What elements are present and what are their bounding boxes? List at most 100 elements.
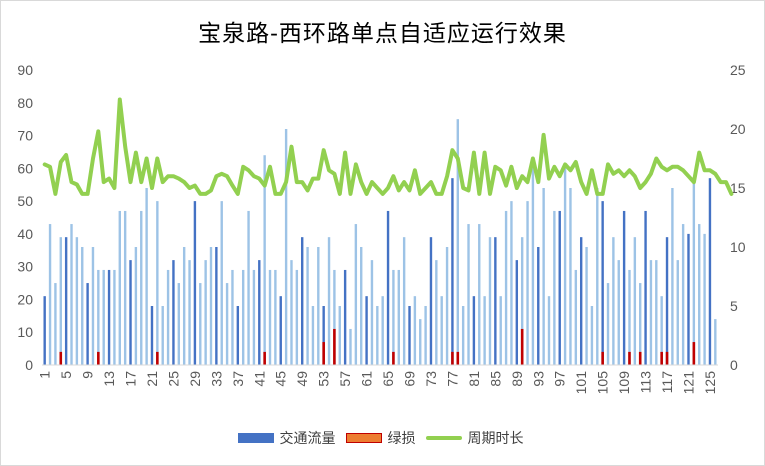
- x-axis-tick-label: 41: [251, 371, 267, 387]
- legend-label-green-loss: 绿损: [387, 431, 416, 447]
- green-loss-bar: [322, 342, 325, 365]
- flow-bar: [343, 269, 347, 365]
- flow-bar: [639, 283, 642, 365]
- flow-bar: [537, 247, 540, 365]
- flow-bar: [590, 306, 594, 365]
- flow-bar: [531, 165, 535, 365]
- flow-bar: [182, 247, 186, 365]
- flow-bar: [520, 237, 524, 365]
- green-loss-bar: [451, 351, 454, 365]
- flow-bar: [424, 306, 427, 365]
- green-loss-bar: [97, 351, 100, 365]
- flow-bar: [579, 237, 583, 365]
- flow-bar: [698, 224, 701, 365]
- flow-bar: [54, 283, 57, 365]
- green-loss-bar: [392, 351, 395, 365]
- flow-bar: [553, 210, 556, 365]
- flow-bar: [231, 269, 234, 365]
- green-loss-bar: [59, 351, 63, 365]
- flow-bar: [220, 201, 223, 365]
- flow-bar: [241, 269, 245, 365]
- x-axis-tick-label: 93: [530, 371, 546, 387]
- x-axis-tick-label: 17: [123, 371, 139, 387]
- flow-bar: [70, 224, 73, 365]
- flow-bar: [671, 188, 674, 365]
- flow-bar: [48, 224, 52, 365]
- flow-bar: [204, 260, 207, 365]
- legend-item-cycle[interactable]: 周期时长: [425, 428, 524, 448]
- x-axis-tick-label: 101: [573, 371, 589, 395]
- cycle-length-line: [42, 97, 734, 196]
- flow-bar: [338, 306, 341, 365]
- flow-bar: [311, 306, 315, 365]
- flow-bar: [43, 296, 46, 365]
- flow-bar: [596, 188, 599, 365]
- flow-bar: [569, 188, 572, 365]
- flow-bar: [118, 210, 121, 365]
- flow-bar: [113, 269, 116, 365]
- flow-bar: [145, 188, 148, 365]
- chart-title: 宝泉路-西环路单点自适应运行效果: [198, 21, 567, 47]
- y-axis-tick-label: 30: [17, 259, 33, 275]
- x-axis-tick-label: 37: [230, 371, 246, 387]
- flow-bar: [236, 306, 240, 365]
- flow-bar: [660, 296, 663, 365]
- flow-bar: [440, 296, 443, 365]
- x-axis-tick-label: 69: [402, 371, 418, 387]
- flow-bar: [150, 306, 154, 365]
- flow-bar: [161, 306, 164, 365]
- y2-axis-tick-label: 5: [730, 298, 738, 314]
- flow-bar: [451, 178, 454, 365]
- flow-bar: [547, 296, 551, 365]
- flow-bar: [606, 283, 610, 365]
- y-axis-tick-label: 60: [17, 160, 33, 176]
- flow-bar: [134, 247, 138, 365]
- green-loss-bar: [456, 351, 460, 365]
- y-axis-tick-label: 40: [17, 226, 33, 242]
- x-axis-tick-label: 49: [294, 371, 310, 387]
- y-axis-tick-label: 90: [17, 62, 33, 78]
- legend-item-flow[interactable]: 交通流量: [237, 428, 336, 448]
- flow-bar: [258, 260, 261, 365]
- flow-bar: [542, 188, 545, 365]
- flow-bar: [263, 155, 266, 365]
- y2-axis-tick-label: 10: [730, 239, 746, 255]
- flow-bar: [558, 210, 561, 365]
- flow-bar: [64, 237, 68, 365]
- flow-bar: [75, 237, 79, 365]
- flow-bar: [225, 283, 229, 365]
- flow-bar: [526, 201, 529, 365]
- x-axis-tick-label: 117: [659, 371, 675, 394]
- flow-bar: [461, 306, 465, 365]
- flow-bar: [172, 260, 175, 365]
- x-axis-tick-label: 77: [444, 371, 460, 387]
- flow-bar: [81, 247, 84, 365]
- flow-bar: [617, 260, 620, 365]
- flow-bar: [317, 247, 320, 365]
- flow-bar: [306, 247, 309, 365]
- x-axis-tick-label: 121: [680, 371, 696, 395]
- x-axis-tick-label: 89: [509, 371, 525, 387]
- legend-item-green-loss[interactable]: 绿损: [345, 428, 416, 448]
- flow-bar: [687, 233, 690, 365]
- x-axis-tick-label: 85: [487, 371, 503, 387]
- green-loss-bar: [333, 328, 336, 365]
- flow-bar: [483, 296, 486, 365]
- x-axis-tick-label: 57: [337, 371, 353, 387]
- flow-bar: [456, 119, 459, 366]
- flow-bar: [365, 296, 368, 365]
- flow-bar: [349, 328, 352, 365]
- flow-bar: [397, 269, 400, 365]
- flow-bar: [692, 178, 696, 365]
- flow-bar: [284, 129, 288, 365]
- flow-bar: [279, 296, 282, 365]
- flow-bar: [515, 260, 519, 365]
- flow-bar: [252, 269, 256, 365]
- green-loss-bar: [665, 351, 669, 365]
- x-axis-tick-label: 61: [359, 371, 375, 387]
- flow-bar: [188, 260, 191, 365]
- flow-bar: [676, 260, 679, 365]
- green-loss-bar: [638, 351, 642, 365]
- flow-bar: [199, 283, 202, 365]
- flow-bar: [510, 201, 513, 365]
